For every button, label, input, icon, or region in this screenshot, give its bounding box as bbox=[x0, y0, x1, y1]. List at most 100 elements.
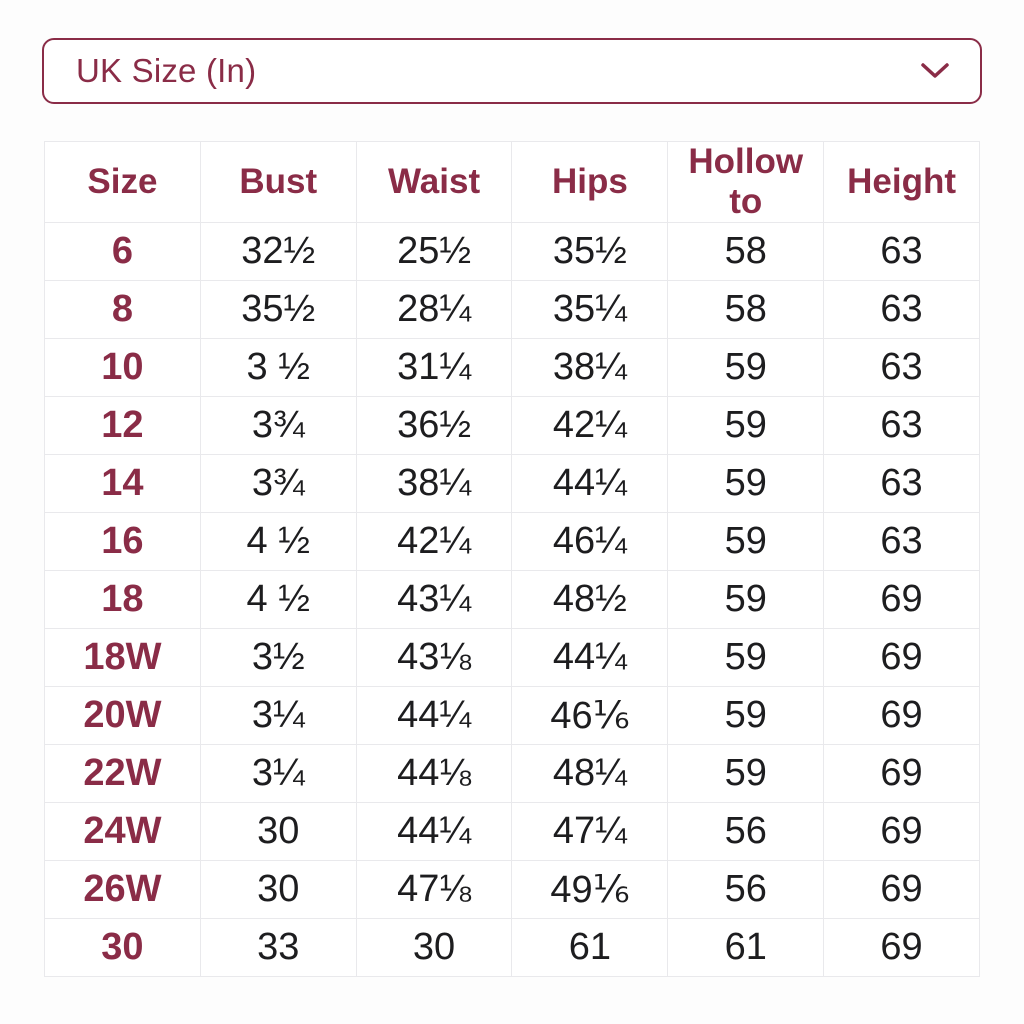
table-row: 14 3¾ 38¼ 44¼ 59 63 bbox=[44, 454, 980, 513]
table-row: 8 35½ 28¼ 35¼ 58 63 bbox=[44, 280, 980, 339]
waist-cell: 47⅛ bbox=[355, 860, 513, 919]
table-row: 18W 3½ 43⅛ 44¼ 59 69 bbox=[44, 628, 980, 687]
size-cell: 14 bbox=[44, 454, 201, 513]
hips-cell: 61 bbox=[511, 918, 669, 977]
size-cell: 30 bbox=[44, 918, 201, 977]
waist-cell: 25½ bbox=[355, 222, 513, 281]
hips-cell: 42¼ bbox=[511, 396, 669, 455]
size-cell: 16 bbox=[44, 512, 201, 571]
size-cell: 8 bbox=[44, 280, 201, 339]
size-cell: 20W bbox=[44, 686, 201, 745]
waist-cell: 38¼ bbox=[355, 454, 513, 513]
hollow_to-cell: 59 bbox=[667, 338, 825, 397]
size-cell: 26W bbox=[44, 860, 201, 919]
height-cell: 63 bbox=[823, 454, 980, 513]
chevron-down-icon bbox=[920, 62, 950, 80]
bust-cell: 3¾ bbox=[199, 396, 357, 455]
height-cell: 63 bbox=[823, 280, 980, 339]
bust-cell: 35½ bbox=[199, 280, 357, 339]
table-header-row: Size Bust Waist Hips Hollow to Height bbox=[44, 141, 980, 223]
hips-cell: 44¼ bbox=[511, 628, 669, 687]
hips-cell: 49⅙ bbox=[511, 860, 669, 919]
bust-cell: 3 ½ bbox=[199, 338, 357, 397]
hollow_to-cell: 61 bbox=[667, 918, 825, 977]
hollow_to-cell: 59 bbox=[667, 628, 825, 687]
table-row: 10 3 ½ 31¼ 38¼ 59 63 bbox=[44, 338, 980, 397]
waist-cell: 44¼ bbox=[355, 802, 513, 861]
size-cell: 10 bbox=[44, 338, 201, 397]
hips-cell: 44¼ bbox=[511, 454, 669, 513]
bust-cell: 3¼ bbox=[199, 744, 357, 803]
hollow_to-cell: 59 bbox=[667, 686, 825, 745]
hips-cell: 46⅙ bbox=[511, 686, 669, 745]
hips-cell: 48¼ bbox=[511, 744, 669, 803]
bust-cell: 32½ bbox=[199, 222, 357, 281]
bust-cell: 3¼ bbox=[199, 686, 357, 745]
bust-cell: 30 bbox=[199, 860, 357, 919]
hollow_to-cell: 56 bbox=[667, 860, 825, 919]
waist-cell: 44⅛ bbox=[355, 744, 513, 803]
size-cell: 18W bbox=[44, 628, 201, 687]
size-chart-table-container: Size Bust Waist Hips Hollow to Height 6 32½ 25½… bbox=[44, 141, 980, 977]
hollow_to-cell: 56 bbox=[667, 802, 825, 861]
hips-cell: 48½ bbox=[511, 570, 669, 629]
bust-cell: 4 ½ bbox=[199, 570, 357, 629]
bust-cell: 3¾ bbox=[199, 454, 357, 513]
height-cell: 69 bbox=[823, 860, 980, 919]
hips-cell: 35¼ bbox=[511, 280, 669, 339]
waist-cell: 31¼ bbox=[355, 338, 513, 397]
waist-cell: 42¼ bbox=[355, 512, 513, 571]
bust-cell: 4 ½ bbox=[199, 512, 357, 571]
bust-cell: 30 bbox=[199, 802, 357, 861]
hollow_to-cell: 58 bbox=[667, 280, 825, 339]
height-cell: 63 bbox=[823, 512, 980, 571]
size-cell: 18 bbox=[44, 570, 201, 629]
bust-cell: 3½ bbox=[199, 628, 357, 687]
size-chart-table: Size Bust Waist Hips Hollow to Height 6 32½ 25½… bbox=[44, 141, 980, 977]
column-header-height: Height bbox=[823, 141, 980, 223]
hips-cell: 38¼ bbox=[511, 338, 669, 397]
height-cell: 63 bbox=[823, 396, 980, 455]
table-row: 30 33 30 61 61 69 bbox=[44, 918, 980, 977]
table-row: 16 4 ½ 42¼ 46¼ 59 63 bbox=[44, 512, 980, 571]
hollow_to-cell: 58 bbox=[667, 222, 825, 281]
height-cell: 69 bbox=[823, 686, 980, 745]
table-row: 6 32½ 25½ 35½ 58 63 bbox=[44, 222, 980, 281]
size-cell: 22W bbox=[44, 744, 201, 803]
size-unit-select-label: UK Size (In) bbox=[76, 52, 257, 89]
height-cell: 69 bbox=[823, 570, 980, 629]
column-header-size: Size bbox=[44, 141, 201, 223]
height-cell: 69 bbox=[823, 918, 980, 977]
hollow_to-cell: 59 bbox=[667, 454, 825, 513]
column-header-bust: Bust bbox=[199, 141, 357, 223]
hollow_to-cell: 59 bbox=[667, 512, 825, 571]
hollow_to-cell: 59 bbox=[667, 570, 825, 629]
hips-cell: 35½ bbox=[511, 222, 669, 281]
table-row: 20W 3¼ 44¼ 46⅙ 59 69 bbox=[44, 686, 980, 745]
table-row: 12 3¾ 36½ 42¼ 59 63 bbox=[44, 396, 980, 455]
table-row: 24W 30 44¼ 47¼ 56 69 bbox=[44, 802, 980, 861]
size-unit-select[interactable]: UK Size (In) bbox=[42, 38, 982, 104]
waist-cell: 28¼ bbox=[355, 280, 513, 339]
height-cell: 69 bbox=[823, 744, 980, 803]
size-cell: 24W bbox=[44, 802, 201, 861]
column-header-hips: Hips bbox=[511, 141, 669, 223]
height-cell: 69 bbox=[823, 628, 980, 687]
waist-cell: 44¼ bbox=[355, 686, 513, 745]
waist-cell: 43⅛ bbox=[355, 628, 513, 687]
bust-cell: 33 bbox=[199, 918, 357, 977]
height-cell: 63 bbox=[823, 222, 980, 281]
waist-cell: 30 bbox=[355, 918, 513, 977]
column-header-hollow_to: Hollow to bbox=[667, 141, 825, 223]
hollow_to-cell: 59 bbox=[667, 744, 825, 803]
table-row: 26W 30 47⅛ 49⅙ 56 69 bbox=[44, 860, 980, 919]
height-cell: 63 bbox=[823, 338, 980, 397]
column-header-waist: Waist bbox=[355, 141, 513, 223]
size-cell: 6 bbox=[44, 222, 201, 281]
table-row: 18 4 ½ 43¼ 48½ 59 69 bbox=[44, 570, 980, 629]
hips-cell: 46¼ bbox=[511, 512, 669, 571]
hips-cell: 47¼ bbox=[511, 802, 669, 861]
waist-cell: 36½ bbox=[355, 396, 513, 455]
size-cell: 12 bbox=[44, 396, 201, 455]
